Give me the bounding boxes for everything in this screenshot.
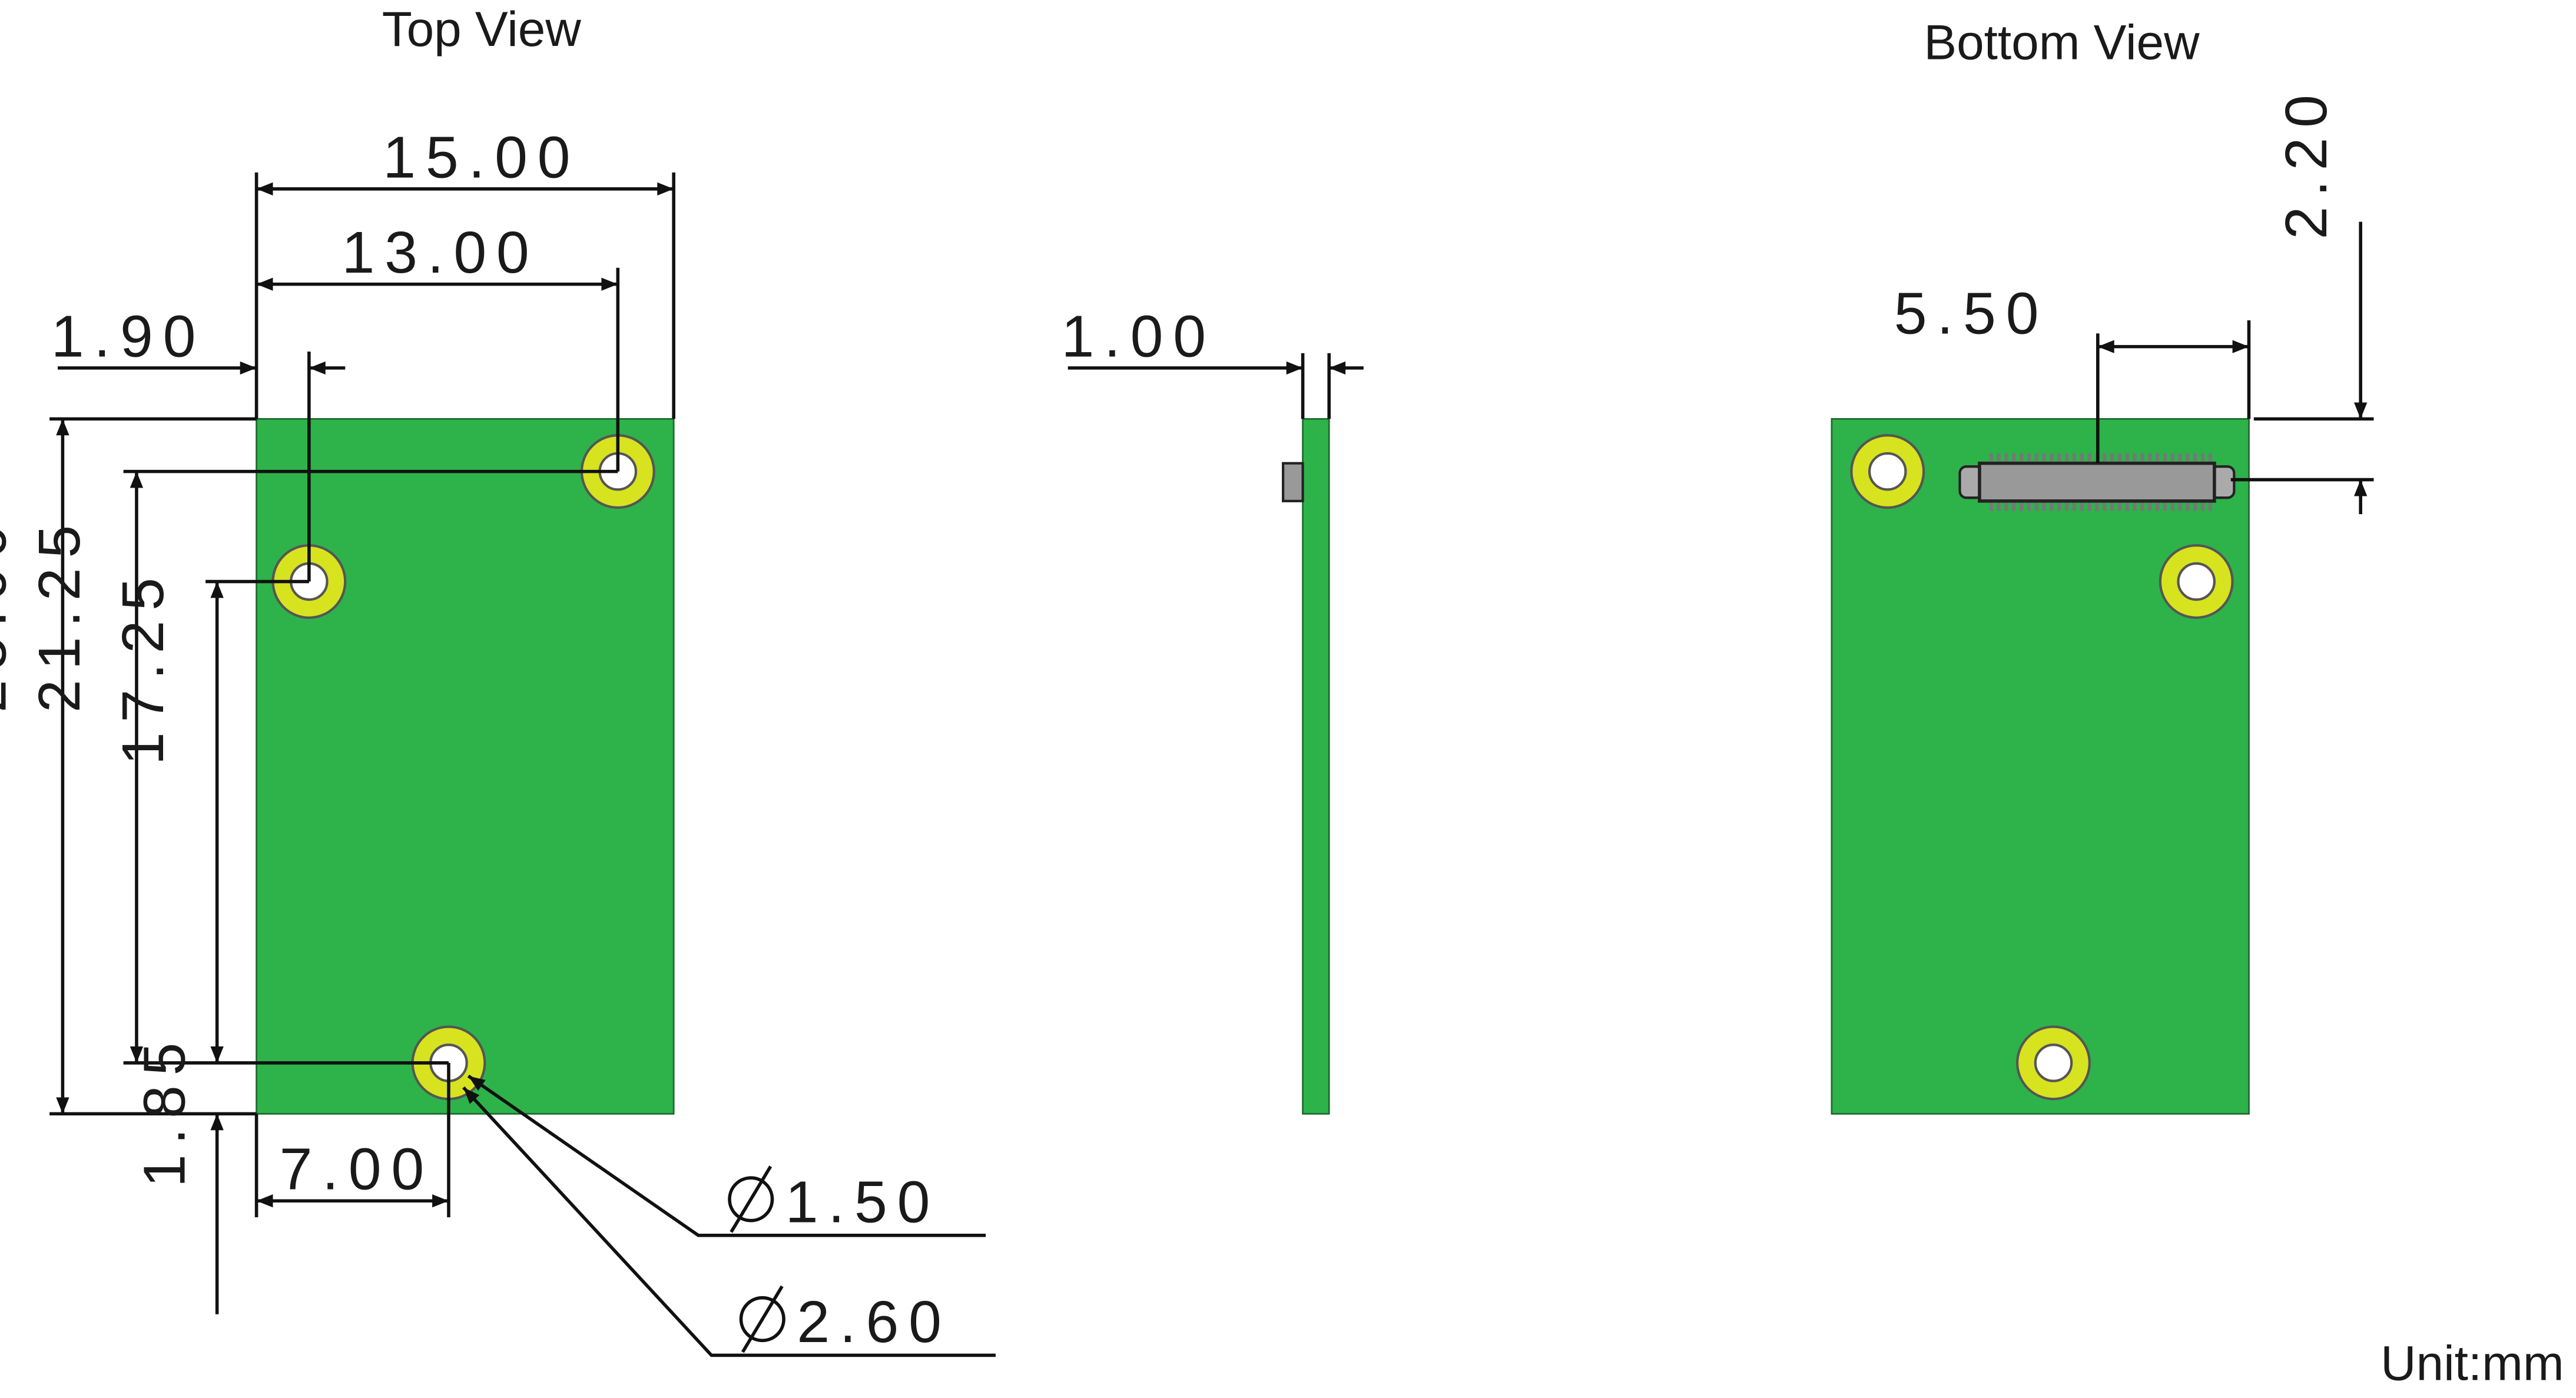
leader-line <box>462 1086 996 1357</box>
hole <box>2034 1043 2073 1082</box>
dimension-label: 13.00 <box>342 220 539 286</box>
dimension-label: 17.25 <box>110 568 176 765</box>
unit-label: Unit:mm <box>2381 1335 2564 1390</box>
top-view <box>256 418 675 1115</box>
connector <box>1282 462 1304 502</box>
dimension-label: 7.00 <box>280 1137 434 1202</box>
bottom-view <box>1831 221 2374 1115</box>
dimension-label: 1.90 <box>51 303 205 369</box>
dimension-label: 25.00 <box>0 515 18 713</box>
extension-line <box>123 469 618 1065</box>
dimension-label: 15.00 <box>383 124 580 190</box>
dimension-label: 1.50 <box>785 1170 940 1235</box>
extension-line <box>254 172 675 419</box>
view-title: Top View <box>382 1 582 57</box>
side-view <box>1067 353 1364 1115</box>
view-title: Bottom View <box>1924 14 2200 69</box>
dimension-label: 2.60 <box>797 1289 951 1355</box>
dimension-lines <box>49 172 996 1357</box>
dimension-label: 1.85 <box>132 1033 198 1187</box>
hole <box>2177 562 2216 601</box>
extension-line <box>1301 353 1331 419</box>
board <box>256 418 675 1115</box>
dimension-label: 21.25 <box>26 515 92 713</box>
board <box>1831 418 2250 1115</box>
diameter-symbol <box>728 1165 785 1353</box>
board-edge <box>1302 418 1330 1115</box>
extension-line <box>2230 417 2374 482</box>
extension-line <box>2096 320 2251 463</box>
dimension-label: 1.00 <box>1061 303 1215 369</box>
dimension-label: 5.50 <box>1894 280 2048 346</box>
dimension-label: 2.20 <box>2273 85 2339 239</box>
connector <box>1978 461 2216 503</box>
hole <box>1868 452 1907 491</box>
leader-line <box>467 1074 986 1237</box>
